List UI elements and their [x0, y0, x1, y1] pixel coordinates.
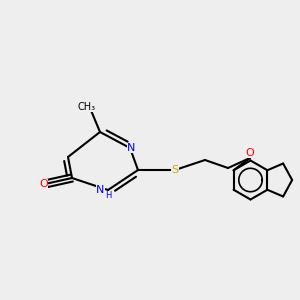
- Text: O: O: [39, 179, 48, 189]
- Text: N: N: [96, 185, 105, 195]
- Text: CH₃: CH₃: [78, 101, 96, 112]
- Text: S: S: [171, 165, 178, 175]
- Text: H: H: [105, 191, 112, 200]
- Text: O: O: [246, 148, 254, 158]
- Text: N: N: [127, 143, 136, 153]
